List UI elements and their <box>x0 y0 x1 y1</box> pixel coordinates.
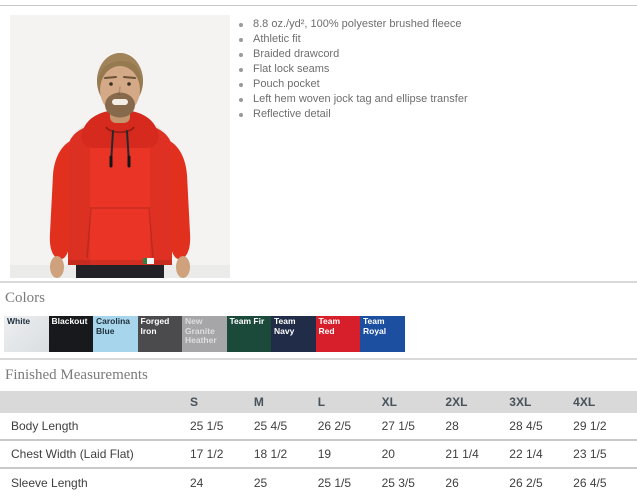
measurement-row-chest-width: Chest Width (Laid Flat) 17 1/2 18 1/2 19… <box>0 441 637 469</box>
measurement-cell: 26 4/5 <box>573 476 607 490</box>
size-column-header: L <box>317 395 326 409</box>
measurement-row-body-length: Body Length 25 1/5 25 4/5 26 2/5 27 1/5 … <box>0 413 637 441</box>
measurement-cell: 25 1/5 <box>317 476 352 490</box>
measurement-cell: 21 1/4 <box>445 447 479 461</box>
measurement-row-label: Chest Width (Laid Flat) <box>11 447 134 461</box>
color-swatch-new-granite-heather[interactable]: New Granite Heather <box>182 316 227 352</box>
measurement-cell: 25 3/5 <box>381 476 415 490</box>
measurement-cell: 18 1/2 <box>253 447 288 461</box>
colors-divider <box>0 281 637 283</box>
colors-heading: Colors <box>5 290 46 306</box>
measurement-cell: 25 1/5 <box>190 419 224 433</box>
product-photo[interactable] <box>10 15 230 278</box>
color-swatch-row: White Blackout Carolina Blue Forged Iron… <box>4 316 405 352</box>
feature-list: 8.8 oz./yd², 100% polyester brushed flee… <box>236 17 626 122</box>
size-column-header: 2XL <box>445 395 468 409</box>
measurement-row-sleeve-length: Sleeve Length 24 25 25 1/5 25 3/5 26 26 … <box>0 469 637 497</box>
measurement-row-label: Sleeve Length <box>11 476 88 490</box>
feature-item: Athletic fit <box>236 32 626 47</box>
feature-item: Left hem woven jock tag and ellipse tran… <box>236 92 626 107</box>
feature-item: Braided drawcord <box>236 47 626 62</box>
measurement-cell: 25 4/5 <box>253 419 288 433</box>
color-swatch-team-fir[interactable]: Team Fir <box>226 316 271 352</box>
measurement-row-label: Body Length <box>11 419 79 433</box>
finished-measurements-heading: Finished Measurements <box>5 367 148 383</box>
measurement-cell: 17 1/2 <box>190 447 224 461</box>
feature-item: Pouch pocket <box>236 77 626 92</box>
measurement-cell: 23 1/5 <box>573 447 607 461</box>
color-swatch-team-navy[interactable]: Team Navy <box>271 316 316 352</box>
feature-item: Flat lock seams <box>236 62 626 77</box>
measurements-table: S M L XL 2XL 3XL 4XL Body Length 25 1/5 … <box>0 391 637 497</box>
model-in-red-hoodie-illustration <box>10 15 230 278</box>
measurement-cell: 25 <box>253 476 268 490</box>
measurement-cell: 28 <box>445 419 459 433</box>
measurement-cell: 26 2/5 <box>317 419 352 433</box>
top-divider <box>0 5 637 6</box>
color-swatch-forged-iron[interactable]: Forged Iron <box>137 316 182 352</box>
size-header-row: S M L XL 2XL 3XL 4XL <box>0 391 637 413</box>
measurement-cell: 22 1/4 <box>509 447 543 461</box>
measurement-cell: 19 <box>317 447 332 461</box>
size-column-header: M <box>253 395 264 409</box>
measurement-cell: 27 1/5 <box>381 419 415 433</box>
color-swatch-white[interactable]: White <box>4 316 49 352</box>
color-swatch-carolina-blue[interactable]: Carolina Blue <box>93 316 138 352</box>
feature-item: Reflective detail <box>236 107 626 122</box>
measurement-cell: 28 4/5 <box>509 419 543 433</box>
measurement-cell: 24 <box>190 476 204 490</box>
color-swatch-team-royal[interactable]: Team Royal <box>360 316 405 352</box>
size-column-header: 3XL <box>509 395 532 409</box>
measurement-cell: 26 <box>445 476 459 490</box>
measurement-cell: 29 1/2 <box>573 419 607 433</box>
size-column-header: S <box>190 395 199 409</box>
measurement-cell: 20 <box>381 447 395 461</box>
size-column-header: XL <box>381 395 397 409</box>
color-swatch-blackout[interactable]: Blackout <box>48 316 93 352</box>
color-swatch-team-red[interactable]: Team Red <box>315 316 360 352</box>
size-column-header: 4XL <box>573 395 596 409</box>
measurement-cell: 26 2/5 <box>509 476 543 490</box>
measurements-divider <box>0 358 637 360</box>
feature-item: 8.8 oz./yd², 100% polyester brushed flee… <box>236 17 626 32</box>
